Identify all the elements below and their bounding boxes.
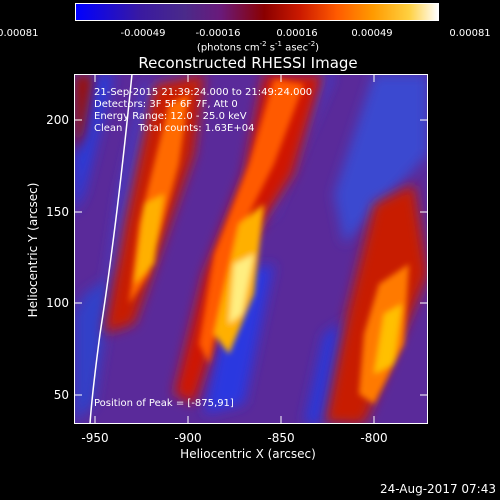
bright-regions (129, 79, 409, 404)
y-axis-label: Heliocentric Y (arcsec) (26, 182, 40, 318)
y-tick-label-4: 200 (46, 113, 69, 127)
x-tick-label-3: -850 (267, 431, 295, 445)
colorbar-tick-5: 0.00049 (351, 28, 393, 39)
colorbar-units-label: (photons cm-2 s-1 asec-2) (196, 40, 320, 54)
y-tick-label-2: 100 (46, 296, 69, 310)
x-axis-label: Heliocentric X (arcsec) (180, 447, 316, 461)
timestamp: 24-Aug-2017 07:43 (379, 482, 496, 496)
x-tick-label-4: -800 (360, 431, 388, 445)
annotation-time-range: 21-Sep-2015 21:39:24.000 to 21:49:24.000 (94, 87, 313, 98)
annotation-energy-range: Energy Range: 12.0 - 25.0 keV (94, 111, 247, 122)
y-tick-label-3: 150 (46, 205, 69, 219)
annotation-clean-counts: Clean Total counts: 1.63E+04 (94, 123, 255, 134)
x-tick-label-2: -900 (174, 431, 202, 445)
y-tick-label-1: 50 (53, 388, 69, 402)
colorbar-tick-1: -0.00081 (0, 28, 39, 39)
colorbar-tick-2: -0.00049 (120, 28, 166, 39)
plot-frame (74, 74, 428, 424)
x-tick-label-1: -950 (81, 431, 109, 445)
solar-limb-line (89, 74, 133, 424)
annotation-detectors: Detectors: 3F 5F 6F 7F, Att 0 (94, 99, 238, 110)
colorbar-tick-6: 0.00081 (449, 28, 491, 39)
rhessi-image (74, 74, 428, 424)
peak-position-label: Position of Peak = [-875,91] (94, 398, 234, 409)
colorbar-tick-3: -0.00016 (195, 28, 241, 39)
colorbar-tick-4: 0.00016 (276, 28, 318, 39)
colorbar (75, 3, 439, 21)
plot-title: Reconstructed RHESSI Image (138, 54, 358, 72)
